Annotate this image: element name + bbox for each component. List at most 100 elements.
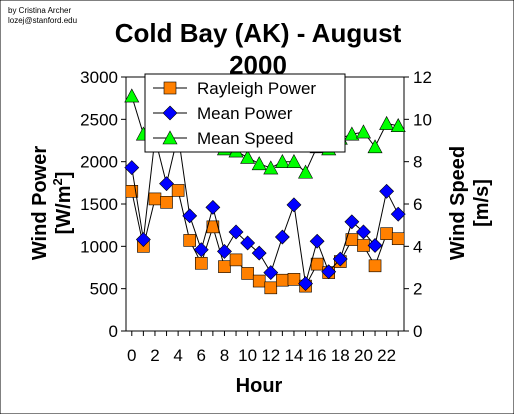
data-point-rayleigh-power bbox=[183, 234, 197, 247]
data-point-mean-power bbox=[205, 199, 221, 215]
data-point-mean-speed bbox=[379, 115, 395, 130]
left-axis-unit-prefix: [W/m bbox=[53, 186, 75, 235]
data-point-mean-power bbox=[159, 176, 174, 192]
data-point-mean-power bbox=[228, 224, 244, 240]
data-point-rayleigh-power bbox=[218, 260, 231, 273]
right-axis-title-main: Wind Speed bbox=[447, 146, 469, 260]
data-point-mean-power bbox=[193, 242, 209, 258]
data-point-rayleigh-power bbox=[310, 257, 324, 271]
data-point-rayleigh-power bbox=[171, 184, 185, 197]
x-tick-label: 10 bbox=[238, 346, 257, 365]
x-tick-label: 14 bbox=[284, 346, 303, 365]
data-point-rayleigh-power bbox=[194, 256, 208, 270]
credit-author: by Cristina Archer bbox=[8, 6, 71, 15]
data-point-mean-power bbox=[309, 233, 325, 249]
data-point-mean-power bbox=[390, 206, 406, 222]
left-axis-title: Wind Power [W/m2] bbox=[29, 146, 75, 260]
data-point-mean-power bbox=[298, 276, 313, 292]
data-point-rayleigh-power bbox=[368, 259, 382, 273]
x-tick-label: 4 bbox=[173, 346, 182, 365]
legend-marker-mean-speed bbox=[162, 130, 178, 145]
series-rayleigh-power bbox=[125, 184, 405, 295]
data-point-mean-power bbox=[379, 183, 395, 199]
x-tick-label: 22 bbox=[377, 346, 396, 365]
data-point-rayleigh-power bbox=[241, 267, 254, 280]
y-left-tick-label: 500 bbox=[90, 280, 118, 299]
data-point-mean-speed bbox=[124, 88, 140, 103]
y-right-tick-label: 0 bbox=[413, 322, 422, 341]
data-point-mean-power bbox=[332, 251, 348, 267]
data-point-mean-power bbox=[344, 214, 360, 230]
y-left-tick-label: 2500 bbox=[80, 110, 118, 129]
x-tick-label: 20 bbox=[354, 346, 373, 365]
data-point-rayleigh-power bbox=[160, 196, 173, 209]
left-axis-unit-sup: 2 bbox=[50, 178, 65, 185]
y-left-tick-label: 0 bbox=[109, 322, 118, 341]
x-tick-label: 0 bbox=[127, 346, 136, 365]
data-point-mean-speed bbox=[355, 124, 371, 139]
data-point-rayleigh-power bbox=[148, 192, 162, 206]
data-point-rayleigh-power bbox=[252, 274, 266, 288]
data-point-mean-power bbox=[356, 224, 371, 240]
data-point-mean-power bbox=[321, 264, 337, 280]
right-axis-title: Wind Speed [m/s] bbox=[447, 146, 493, 260]
data-point-rayleigh-power bbox=[391, 232, 405, 246]
data-point-rayleigh-power bbox=[276, 273, 289, 287]
data-point-rayleigh-power bbox=[206, 220, 220, 234]
legend-marker-mean-power bbox=[162, 105, 178, 121]
series-layer bbox=[124, 88, 406, 295]
x-tick-label: 2 bbox=[150, 346, 159, 365]
y-left-tick-label: 1000 bbox=[80, 237, 118, 256]
data-point-rayleigh-power bbox=[380, 227, 393, 240]
y-right-tick-label: 12 bbox=[413, 68, 432, 87]
y-right-tick-label: 10 bbox=[413, 110, 432, 129]
data-point-mean-power bbox=[240, 235, 256, 251]
data-point-mean-power bbox=[274, 229, 290, 245]
data-point-mean-speed bbox=[298, 164, 314, 179]
left-axis-title-unit: [W/m2] bbox=[50, 172, 75, 235]
chart-title-line1: Cold Bay (AK) - August bbox=[115, 18, 402, 48]
data-point-mean-speed bbox=[367, 139, 383, 154]
data-point-rayleigh-power bbox=[287, 273, 301, 286]
data-point-mean-speed bbox=[274, 154, 290, 168]
legend-marker-rayleigh-power bbox=[163, 81, 177, 95]
y-right-tick-label: 2 bbox=[413, 280, 422, 299]
data-point-mean-power bbox=[263, 265, 279, 281]
data-point-mean-speed bbox=[344, 126, 360, 141]
data-point-mean-power bbox=[182, 208, 198, 224]
credit-email: lozej@stanford.edu bbox=[8, 16, 77, 25]
legend: Rayleigh Power Mean Power Mean Speed bbox=[144, 73, 346, 153]
legend-label-rayleigh-power: Rayleigh Power bbox=[197, 79, 316, 98]
x-tick-label: 8 bbox=[220, 346, 229, 365]
x-tick-label: 6 bbox=[197, 346, 206, 365]
y-left-tick-label: 3000 bbox=[80, 68, 118, 87]
left-axis-unit-suffix: ] bbox=[53, 172, 75, 179]
y-right-tick-label: 4 bbox=[413, 237, 422, 256]
data-point-rayleigh-power bbox=[229, 253, 243, 267]
legend-label-mean-power: Mean Power bbox=[197, 104, 293, 123]
y-left-tick-label: 2000 bbox=[80, 153, 118, 172]
data-point-mean-power bbox=[217, 243, 232, 259]
y-left-tick-label: 1500 bbox=[80, 195, 118, 214]
right-axis-title-unit: [m/s] bbox=[471, 179, 493, 227]
x-tick-label: 18 bbox=[331, 346, 350, 365]
data-point-rayleigh-power bbox=[264, 281, 278, 295]
data-point-mean-speed bbox=[240, 149, 256, 164]
y-right-tick-label: 8 bbox=[413, 153, 422, 172]
data-point-mean-power bbox=[367, 238, 383, 253]
left-axis-title-main: Wind Power bbox=[29, 146, 51, 260]
data-point-mean-power bbox=[135, 232, 151, 247]
x-tick-label: 12 bbox=[261, 346, 280, 365]
data-point-mean-power bbox=[124, 160, 140, 176]
data-point-mean-speed bbox=[390, 118, 406, 132]
legend-label-mean-speed: Mean Speed bbox=[197, 129, 293, 148]
data-point-mean-power bbox=[286, 197, 302, 213]
data-point-mean-speed bbox=[263, 160, 279, 175]
x-tick-label: 16 bbox=[308, 346, 327, 365]
x-axis-title: Hour bbox=[236, 375, 283, 397]
y-right-tick-label: 6 bbox=[413, 195, 422, 214]
data-point-mean-speed bbox=[286, 154, 302, 168]
